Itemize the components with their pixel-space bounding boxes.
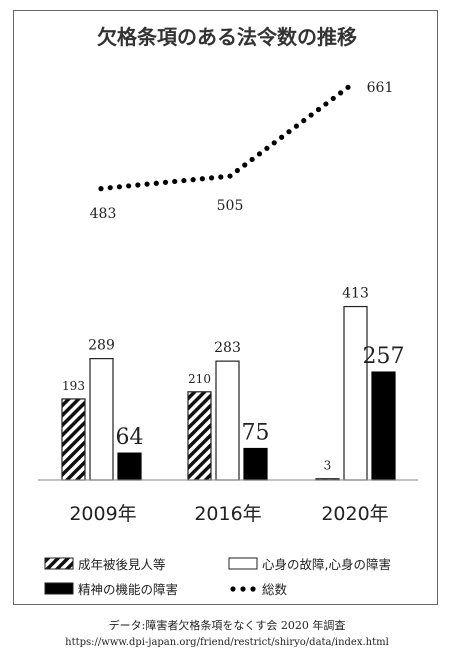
- legend-swatch-dot: [250, 586, 256, 592]
- total-line-dot: [98, 186, 104, 192]
- x-tick-label: 2016年: [194, 503, 261, 525]
- bar-value-label: 413: [342, 286, 369, 302]
- total-line-dot: [249, 156, 255, 163]
- bar-white-0: [89, 358, 114, 481]
- source-url[interactable]: https://www.dpi-japan.org/friend/restric…: [65, 637, 389, 648]
- legend-label: 心身の故障,心身の障害: [262, 557, 391, 572]
- x-tick-label: 2009年: [69, 503, 136, 525]
- legend-swatch-black: [44, 582, 74, 595]
- total-line-dot: [338, 90, 344, 96]
- bar-value-label: 75: [242, 421, 270, 446]
- bar-white-2: [343, 305, 368, 481]
- bar-value-label: 193: [62, 379, 85, 393]
- total-line-dot: [190, 177, 196, 183]
- bar-hatch-0: [61, 398, 86, 481]
- legend-swatch-white: [228, 557, 258, 570]
- total-line-dot: [315, 106, 322, 113]
- total-line-dot: [264, 145, 270, 151]
- total-line-dot: [286, 129, 292, 135]
- total-line-dot: [144, 181, 150, 187]
- total-line-dot: [301, 118, 307, 124]
- total-line-dot: [135, 182, 141, 188]
- total-line-dot: [271, 140, 277, 146]
- chart-title: 欠格条項のある法令数の推移: [97, 25, 357, 49]
- bar-value-label: 257: [363, 344, 405, 369]
- legend-label: 精神の機能の障害: [78, 582, 178, 597]
- legend-label: 総数: [262, 582, 288, 597]
- source-citation: データ:障害者欠格条項をなくす会 2020 年調査: [108, 619, 346, 632]
- chart-frame: [13, 10, 438, 605]
- total-line-dot: [116, 184, 123, 190]
- bar-black-1: [243, 447, 268, 481]
- total-value-label: 505: [217, 198, 244, 214]
- total-line-dot: [199, 176, 205, 182]
- total-value-label: 661: [367, 80, 394, 96]
- total-line-dot: [242, 162, 248, 168]
- total-line-dot: [256, 151, 263, 157]
- total-line-dot: [345, 84, 351, 90]
- total-line-dot: [323, 101, 329, 107]
- bar-value-label: 210: [188, 372, 211, 386]
- bar-value-label: 283: [214, 340, 241, 356]
- legend-swatch-dot: [230, 586, 236, 592]
- total-line-dot: [308, 112, 314, 118]
- total-value-label: 483: [90, 206, 117, 222]
- bar-value-label: 64: [116, 425, 144, 450]
- legend-swatch-dot: [240, 586, 246, 592]
- total-line-dot: [126, 183, 132, 189]
- total-line-dot: [227, 173, 233, 179]
- total-line-dot: [208, 175, 215, 181]
- total-line-dot: [153, 180, 159, 186]
- bar-value-label: 3: [324, 459, 332, 473]
- bar-white-1: [215, 360, 240, 481]
- total-line-dot: [279, 134, 285, 140]
- legend-label: 成年被後見人等: [78, 557, 166, 572]
- bar-hatch-1: [187, 391, 212, 481]
- total-line-dot: [181, 177, 187, 184]
- legend-swatch-hatch: [44, 557, 74, 570]
- total-line-dot: [234, 167, 240, 174]
- total-line-dot: [172, 178, 178, 185]
- bar-black-0: [117, 452, 142, 481]
- x-tick-label: 2020年: [321, 503, 388, 525]
- bar-value-label: 289: [88, 338, 115, 354]
- total-line-dot: [330, 95, 336, 102]
- total-line-dot: [218, 174, 224, 180]
- bar-black-2: [371, 371, 396, 481]
- total-line-dot: [293, 123, 299, 129]
- total-line-dot: [107, 185, 113, 191]
- total-line-dot: [162, 179, 169, 185]
